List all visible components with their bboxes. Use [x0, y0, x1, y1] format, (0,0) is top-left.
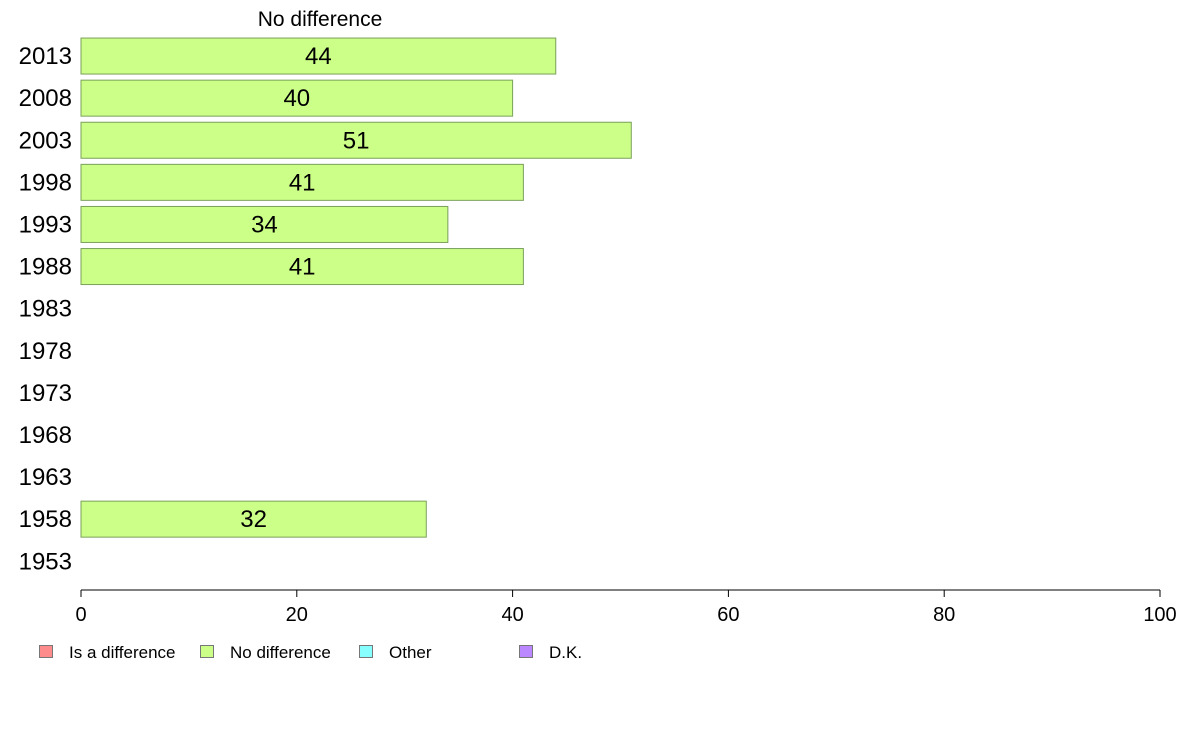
x-tick-label: 20	[286, 604, 308, 626]
category-label: 1973	[19, 380, 72, 407]
category-label: 1968	[19, 422, 72, 449]
category-labels: 2013 2008 2003 1998 1993 1988 1983 1978 1973 1968…	[19, 43, 72, 575]
legend-swatch	[200, 645, 214, 658]
data-label: 32	[240, 506, 267, 533]
x-tick-label: 60	[717, 604, 739, 626]
bar	[80, 248, 524, 286]
legend-swatch	[519, 645, 533, 658]
x-tick-label: 100	[1143, 604, 1176, 626]
x-tick-label: 80	[933, 604, 955, 626]
legend-label: Is a difference	[69, 643, 175, 662]
category-label: 1988	[19, 254, 72, 281]
category-label: 1998	[19, 169, 72, 196]
category-label: 1963	[19, 464, 72, 491]
category-label: 2008	[19, 85, 72, 112]
x-axis: 0 20 40 60 80 100	[75, 589, 1177, 626]
data-label: 41	[289, 254, 316, 281]
bar	[80, 121, 632, 159]
category-label: 1958	[19, 506, 72, 533]
category-label: 1983	[19, 296, 72, 323]
x-tick-label: 40	[501, 604, 523, 626]
data-label: 44	[305, 43, 332, 70]
bar	[80, 79, 514, 117]
category-label: 2013	[19, 43, 72, 70]
data-label: 34	[251, 211, 278, 238]
data-label: 41	[289, 169, 316, 196]
legend-swatch	[359, 645, 373, 658]
data-label: 51	[343, 127, 370, 154]
bars-group: 44 40 51 41 34 41 32	[80, 37, 632, 538]
legend-swatch	[39, 645, 53, 658]
legend-label: No difference	[230, 643, 331, 662]
bar	[80, 37, 557, 75]
legend-label: Other	[389, 643, 432, 662]
category-label: 1978	[19, 338, 72, 365]
category-label: 2003	[19, 127, 72, 154]
legend-label: D.K.	[549, 643, 582, 662]
panel-title: No difference	[258, 8, 383, 31]
x-tick-label: 0	[75, 604, 86, 626]
category-label: 1993	[19, 211, 72, 238]
bar	[80, 500, 427, 538]
bar	[80, 205, 449, 243]
category-label: 1953	[19, 548, 72, 575]
bar	[80, 163, 524, 201]
legend: Is a difference No difference Other D.K.	[39, 643, 582, 662]
data-label: 40	[283, 85, 310, 112]
